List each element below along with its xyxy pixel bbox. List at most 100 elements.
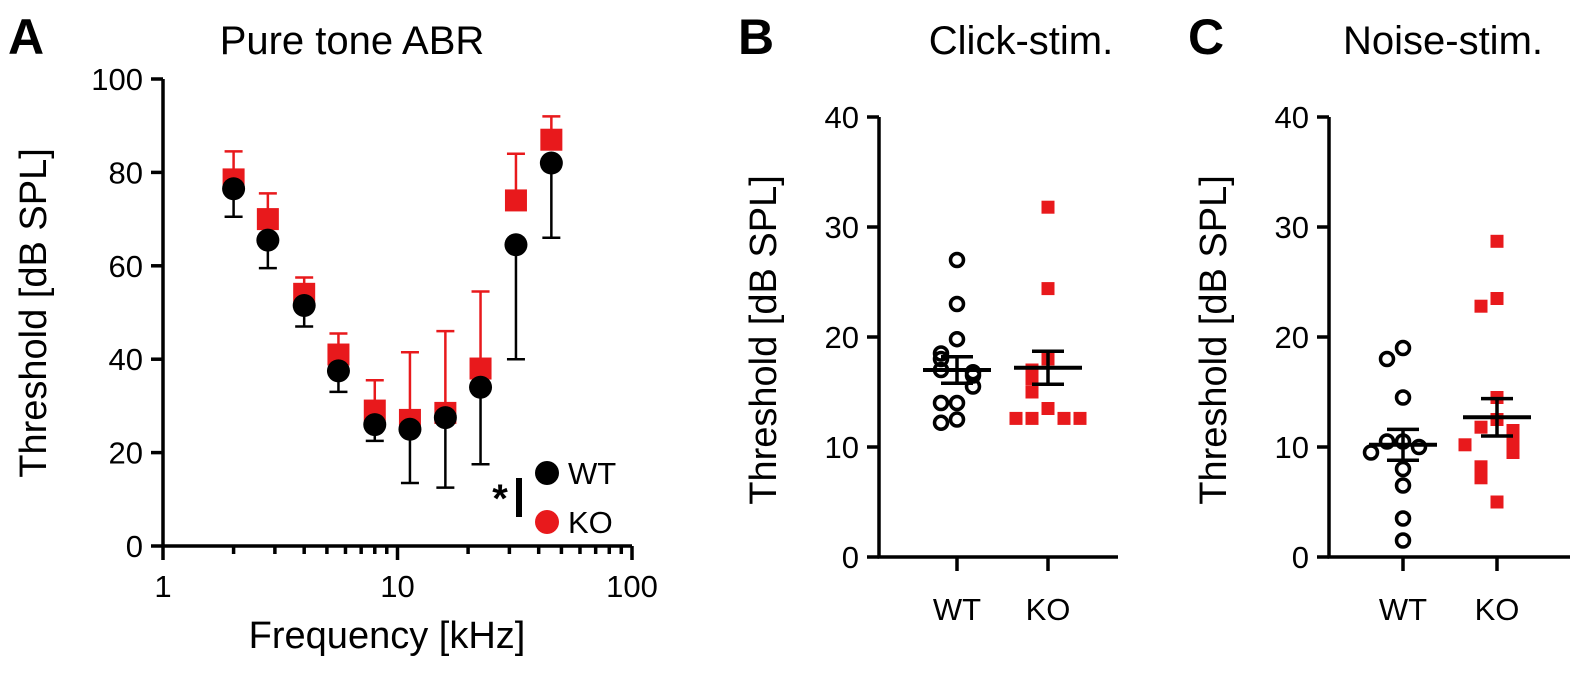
panel-c-ko-point (1490, 495, 1504, 509)
panel-a-ytick-label: 80 (109, 155, 143, 190)
panel-b-wt-point (964, 378, 982, 395)
panel-c: C Noise-stim. Threshold [dB SPL] 0 10 20 30… (1188, 9, 1570, 627)
panel-b-wt-point (948, 394, 966, 412)
panel-a-marks (222, 115, 563, 489)
wt-point (504, 233, 528, 257)
panel-b-ytick-label: 10 (825, 430, 859, 465)
wt-point (326, 359, 350, 383)
panel-c-ko-point (1474, 471, 1488, 485)
panel-b-wt-point (932, 394, 950, 412)
wt-point (539, 151, 563, 175)
panel-a-ytick-label: 60 (109, 249, 143, 284)
panel-c-xtick-label: KO (1475, 592, 1520, 627)
panel-b-wt-point (948, 330, 966, 348)
panel-c-wt-point (1394, 389, 1412, 406)
panel-c-wt-point (1378, 433, 1396, 450)
panel-b-wt-point (948, 251, 966, 269)
panel-c-wt-point (1394, 510, 1412, 527)
panel-a-ytick-label: 100 (91, 62, 143, 97)
panel-a-legend: WT KO * (492, 456, 616, 540)
panel-b-ko-point (1025, 411, 1039, 425)
panel-c-ko-point (1490, 292, 1504, 305)
wt-point (363, 413, 387, 437)
panel-c-wt-point (1394, 460, 1412, 478)
legend-ko-label: KO (568, 505, 613, 540)
panel-c-wt-point (1410, 438, 1428, 456)
ko-point (327, 343, 350, 366)
panel-b-xtick-label: WT (933, 592, 981, 627)
panel-a-xlabel: Frequency [kHz] (249, 615, 526, 657)
panel-b-label: B (738, 9, 774, 65)
panel-b-ko-point (1073, 411, 1087, 425)
panel-b-ko-point (1009, 411, 1023, 425)
panel-c-wt-point (1394, 477, 1412, 494)
legend-ko-marker (535, 510, 559, 534)
panel-b-wt-point (948, 411, 966, 428)
ko-point (504, 189, 527, 212)
panel-a-ytick-label: 0 (126, 529, 143, 564)
ko-point (469, 357, 492, 380)
panel-b-ko-point (1025, 372, 1039, 386)
panel-a-label: A (8, 9, 44, 65)
panel-c-ytick-label: 0 (1292, 540, 1309, 575)
panel-b-ytick-label: 40 (825, 100, 859, 135)
panel-c-ylabel: Threshold [dB SPL] (1193, 175, 1235, 505)
panel-b-title: Click-stim. (929, 19, 1113, 63)
panel-a-ylabel: Threshold [dB SPL] (13, 148, 55, 478)
panel-a-ytick-label: 40 (109, 342, 143, 377)
panel-b-wt-point (932, 345, 950, 362)
panel-b: B Click-stim. Threshold [dB SPL] 0 10 20 30… (738, 9, 1118, 627)
panel-a-title: Pure tone ABR (220, 19, 485, 63)
panel-c-label: C (1188, 9, 1224, 65)
panel-b-ko-point (1041, 282, 1055, 296)
panel-b-wt-point (948, 295, 966, 313)
panel-b-ko-point (1041, 200, 1055, 214)
panel-a-ytick-label: 20 (109, 436, 143, 471)
panel-b-wt-point (932, 414, 950, 432)
wt-point (256, 228, 280, 252)
panel-b-xtick-label: KO (1026, 592, 1071, 627)
wt-point (222, 177, 246, 201)
wt-point (433, 406, 457, 430)
panel-b-ko-point (1057, 411, 1071, 425)
panel-b-wt-point (932, 350, 950, 368)
panel-b-marks (923, 200, 1087, 432)
panel-b-ytick-label: 20 (825, 320, 859, 355)
panel-c-ko-point (1474, 420, 1488, 434)
panel-c-ko-point (1506, 446, 1520, 459)
panel-b-axes: 0 10 20 30 40 WT KO (825, 100, 1118, 627)
panel-c-ytick-label: 40 (1275, 100, 1309, 135)
panel-c-ytick-label: 10 (1275, 430, 1309, 465)
panel-c-ytick-label: 30 (1275, 210, 1309, 245)
significance-star: * (492, 477, 508, 521)
panel-b-ylabel: Threshold [dB SPL] (743, 175, 785, 505)
panel-a: A Pure tone ABR Threshold [dB SPL] Frequ… (8, 9, 658, 657)
legend-wt-label: WT (568, 456, 616, 491)
panel-c-axes: 0 10 20 30 40 WT KO (1275, 100, 1570, 627)
panel-a-xtick-label: 100 (606, 569, 658, 604)
panel-c-ko-point (1458, 438, 1472, 452)
panel-c-ytick-label: 20 (1275, 320, 1309, 355)
panel-b-ko-point (1025, 385, 1039, 399)
wt-point (469, 375, 493, 399)
panel-c-marks (1362, 234, 1531, 549)
panel-c-wt-point (1362, 444, 1380, 461)
panel-a-xtick-label: 10 (380, 569, 414, 604)
panel-c-ko-point (1474, 460, 1488, 474)
panel-c-wt-point (1394, 339, 1412, 357)
panel-a-axes: 0 20 40 60 80 100 1 10 100 (91, 62, 658, 604)
wt-point (398, 417, 422, 441)
panel-c-wt-point (1394, 532, 1412, 549)
panel-c-title: Noise-stim. (1343, 19, 1543, 63)
wt-point (292, 293, 316, 317)
panel-b-ytick-label: 0 (842, 540, 859, 575)
panel-c-ko-point (1490, 234, 1504, 248)
legend-wt-marker (535, 461, 559, 485)
panel-b-ko-point (1041, 402, 1055, 415)
panel-c-wt-point (1378, 350, 1396, 368)
panel-b-ytick-label: 30 (825, 210, 859, 245)
ko-point (540, 128, 563, 151)
panel-c-xtick-label: WT (1379, 592, 1427, 627)
panel-a-xtick-label: 1 (154, 569, 171, 604)
